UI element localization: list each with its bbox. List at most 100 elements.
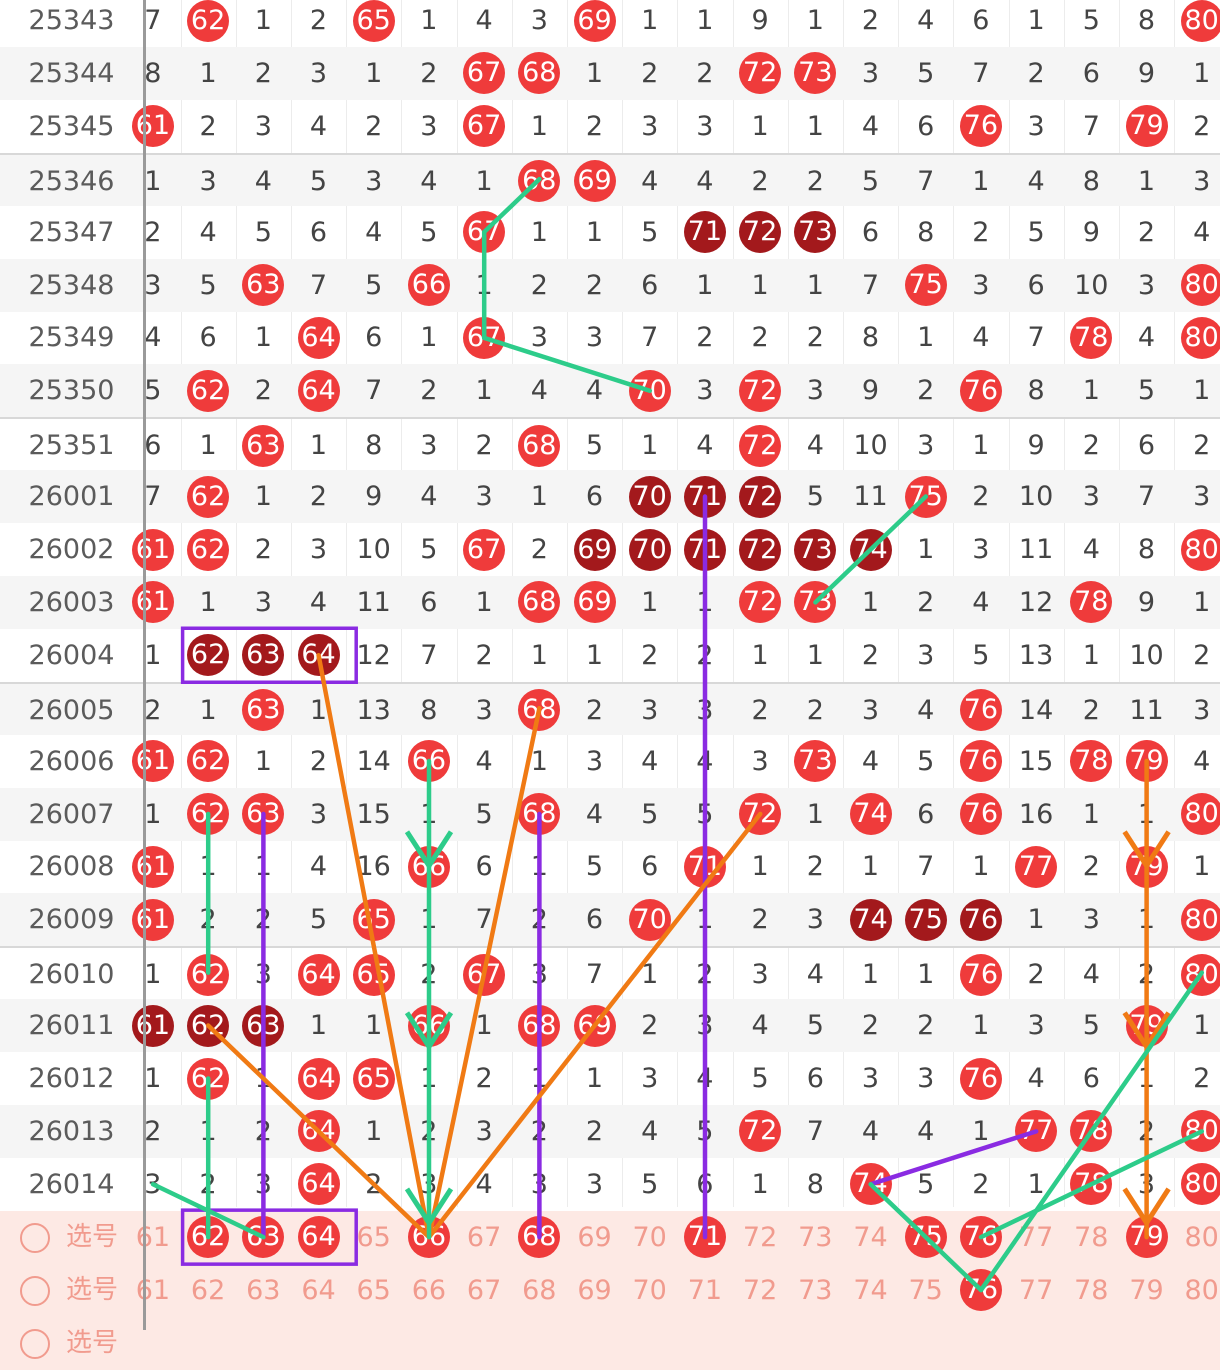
drawn-number-ball: 70 (628, 898, 671, 941)
pick-number-cell[interactable]: 67 (466, 1274, 502, 1306)
draw-ball-cell: 65 (346, 948, 401, 1001)
draw-ball-cell: 64 (291, 364, 346, 417)
pick-row[interactable]: 选号 61 62 63 64 65 66 67 68 69 70 71 72 73 74 75 76 77 78 79… (0, 1263, 1220, 1317)
omission-count-cell: 4 (1027, 1063, 1045, 1094)
omission-count-cell: 2 (254, 904, 272, 936)
picked-number-ball[interactable]: 63 (242, 1216, 285, 1259)
pick-ball-cell[interactable]: 71 (677, 1211, 732, 1264)
pick-number-cell[interactable]: 68 (522, 1274, 557, 1306)
pick-ball-cell[interactable]: 63 (236, 1211, 291, 1264)
pick-ball-cell[interactable]: 68 (512, 1211, 567, 1264)
omission-count-cell: 1 (972, 1010, 990, 1042)
omission-count-cell: 4 (861, 745, 880, 777)
drawn-number-ball: 65 (352, 898, 395, 941)
omission-count-cell: 1 (696, 586, 714, 618)
pick-number-cell[interactable]: 61 (135, 1221, 171, 1253)
pick-number-cell[interactable]: 75 (908, 1274, 943, 1306)
pick-row-label[interactable]: 选号 (0, 1211, 143, 1264)
pick-number-cell[interactable]: 62 (190, 1274, 226, 1306)
pick-ball-cell[interactable]: 75 (898, 1211, 953, 1264)
pick-number-cell[interactable]: 63 (246, 1274, 281, 1306)
pick-number-cell[interactable]: 78 (1074, 1221, 1109, 1253)
picked-number-ball[interactable]: 79 (1125, 1216, 1168, 1259)
pick-number-cell[interactable]: 67 (466, 1221, 502, 1253)
omission-count-cell: 2 (420, 959, 438, 991)
pick-number-cell[interactable]: 78 (1074, 1274, 1109, 1306)
pick-row[interactable]: 选号 61 62 63 64 65 66 67 68 69 70 71 72 73 74 75 76 77 78 79… (0, 1210, 1220, 1264)
pick-number-cell[interactable]: 72 (742, 1221, 778, 1253)
draw-ball-cell: 80 (1174, 893, 1220, 946)
pick-number-cell[interactable]: 79 (1129, 1274, 1164, 1306)
pick-ball-cell[interactable]: 64 (291, 1211, 346, 1264)
pick-ball-cell[interactable]: 76 (953, 1211, 1008, 1264)
omission-count-cell: 4 (917, 5, 935, 36)
omission-count-cell: 1 (1193, 586, 1211, 618)
omission-count-cell: 2 (585, 694, 604, 726)
pick-number-cell[interactable]: 77 (1018, 1274, 1054, 1306)
issue-number: 26001 (28, 481, 115, 513)
pick-number-cell[interactable]: 74 (853, 1274, 888, 1306)
omission-count-cell: 13 (356, 694, 391, 726)
pick-radio-icon[interactable] (20, 1222, 50, 1253)
omission-count-cell: 1 (254, 481, 272, 513)
omission-count-cell: 6 (199, 322, 217, 354)
pick-number-cell[interactable]: 65 (356, 1221, 391, 1253)
pick-number-cell[interactable]: 69 (577, 1274, 612, 1306)
omission-count-cell: 11 (853, 481, 888, 513)
pick-radio-icon[interactable] (20, 1275, 50, 1306)
pick-number-cell[interactable]: 70 (632, 1274, 667, 1306)
picked-number-ball[interactable]: 66 (407, 1216, 450, 1259)
omission-count-cell: 2 (1082, 430, 1100, 462)
pick-row-label[interactable]: 选号 (0, 1317, 143, 1370)
omission-count-cell: 1 (365, 1115, 383, 1147)
pick-row[interactable]: 选号 (0, 1316, 1220, 1370)
omission-count-cell: 1 (1082, 639, 1100, 671)
pick-ball-cell[interactable]: 76 (953, 1264, 1008, 1317)
drawn-number-ball: 63 (242, 634, 285, 677)
picked-number-ball[interactable]: 62 (187, 1216, 230, 1259)
omission-count-cell: 1 (1027, 1168, 1045, 1200)
pick-number-cell[interactable]: 70 (632, 1221, 667, 1253)
omission-count-cell: 8 (420, 694, 438, 726)
pick-number-cell[interactable]: 71 (687, 1274, 723, 1306)
draw-ball-cell: 65 (346, 1052, 401, 1105)
draw-ball-cell: 66 (401, 259, 456, 312)
pick-number-cell[interactable]: 64 (301, 1274, 336, 1306)
pick-number-cell[interactable]: 65 (356, 1274, 391, 1306)
pick-number-cell[interactable]: 80 (1184, 1221, 1219, 1253)
drawn-number-ball: 62 (187, 793, 230, 835)
omission-count-cell: 1 (1027, 904, 1045, 936)
pick-number-cell[interactable]: 77 (1018, 1221, 1054, 1253)
pick-number-cell[interactable]: 66 (411, 1274, 447, 1306)
draw-ball-cell: 75 (898, 893, 953, 946)
pick-number-cell[interactable]: 80 (1184, 1274, 1219, 1306)
omission-count-cell: 3 (696, 375, 714, 407)
omission-count-cell: 5 (199, 269, 217, 301)
picked-number-ball[interactable]: 76 (959, 1269, 1002, 1312)
pick-ball-cell[interactable]: 62 (181, 1211, 236, 1264)
omission-count-cell: 4 (309, 851, 328, 883)
pick-number-cell[interactable]: 74 (853, 1221, 888, 1253)
omission-count-cell: 12 (1018, 586, 1054, 618)
pick-number-cell[interactable]: 73 (798, 1274, 833, 1306)
picked-number-ball[interactable]: 64 (297, 1216, 340, 1259)
pick-row-label[interactable]: 选号 (0, 1264, 143, 1317)
table-row: 26003 61 1 3 4 11 6 1 68 69 1 1 72 73 1 2 4 12 78 9 1 (0, 575, 1220, 629)
picked-number-ball[interactable]: 75 (904, 1216, 947, 1259)
picked-number-ball[interactable]: 71 (683, 1216, 726, 1259)
pick-number-cell[interactable]: 61 (135, 1274, 171, 1306)
pick-number-cell[interactable]: 73 (798, 1221, 833, 1253)
drawn-number-ball: 61 (131, 898, 174, 941)
pick-number-cell[interactable]: 72 (742, 1274, 778, 1306)
pick-radio-icon[interactable] (20, 1328, 50, 1359)
omission-count-cell: 3 (806, 375, 824, 407)
omission-count-cell: 9 (365, 481, 383, 513)
pick-ball-cell[interactable]: 66 (401, 1211, 456, 1264)
omission-count-cell: 1 (420, 798, 438, 830)
draw-ball-cell: 62 (181, 999, 236, 1052)
pick-number-cell[interactable]: 69 (577, 1221, 612, 1253)
omission-count-cell: 6 (641, 269, 659, 301)
pick-ball-cell[interactable]: 79 (1119, 1211, 1174, 1264)
picked-number-ball[interactable]: 76 (959, 1216, 1002, 1259)
picked-number-ball[interactable]: 68 (518, 1216, 561, 1259)
